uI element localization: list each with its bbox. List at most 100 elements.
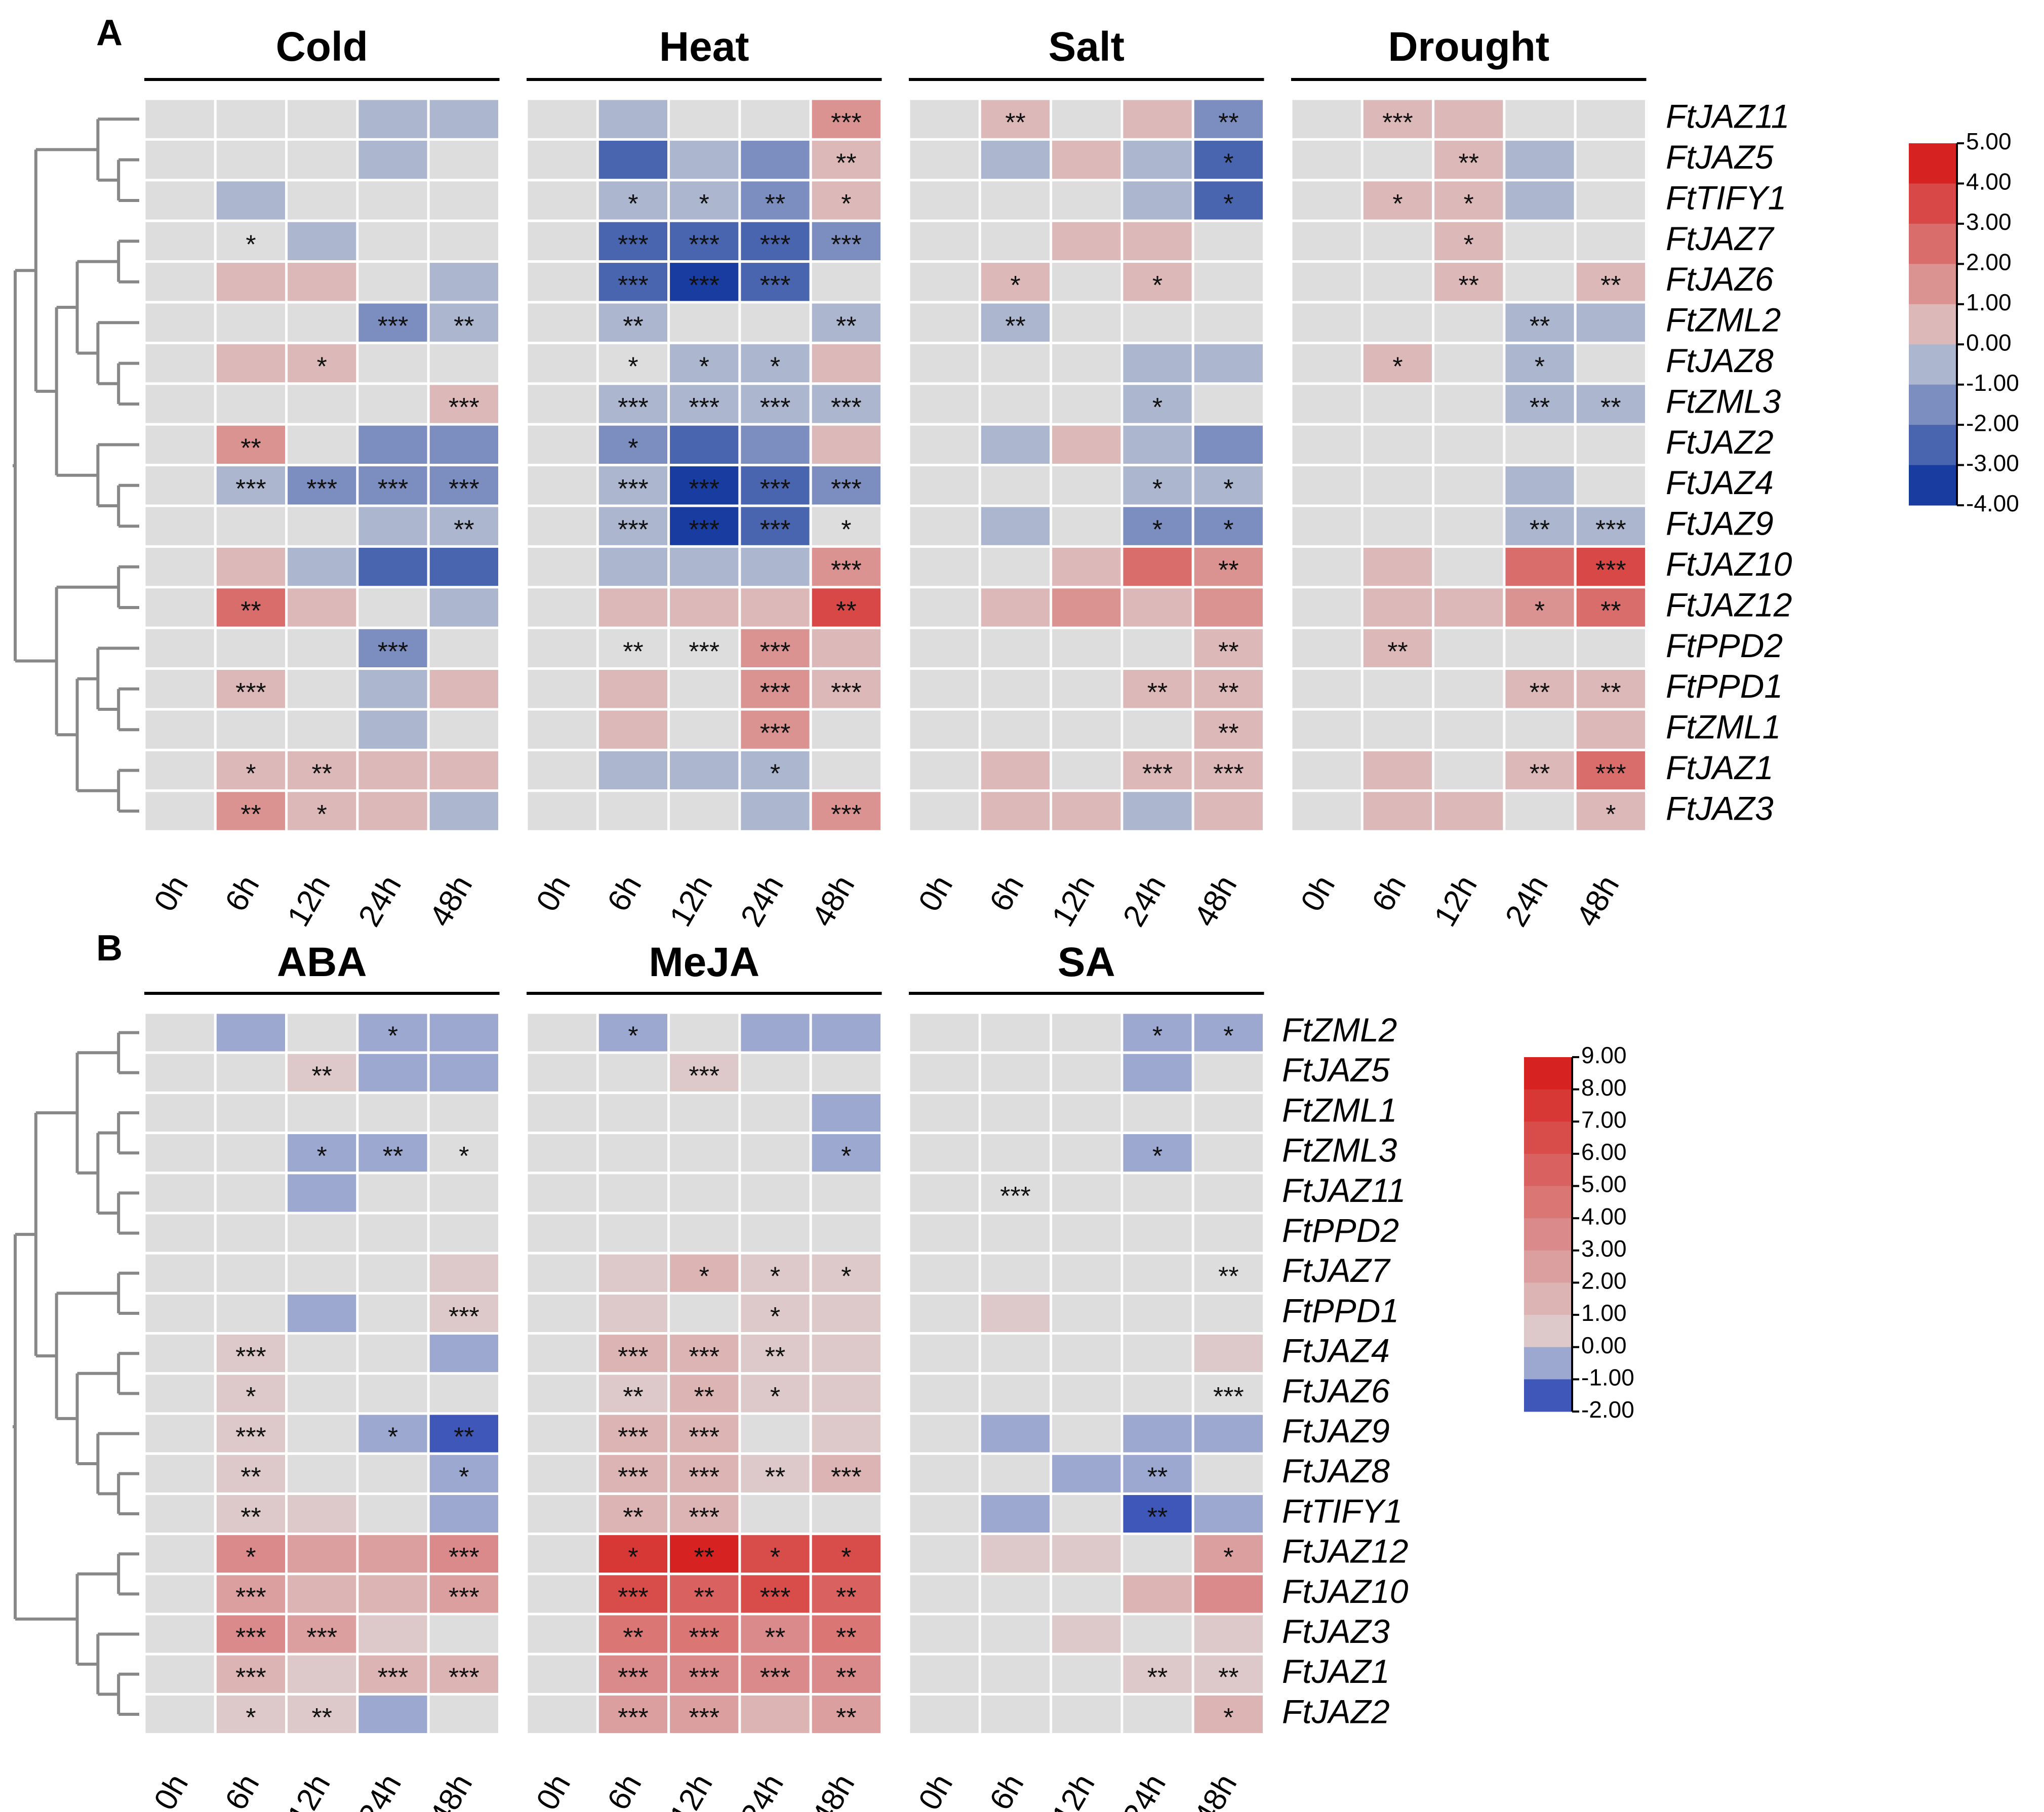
significance-mark: * — [1464, 230, 1474, 260]
x-tick-label: 0h — [530, 870, 577, 917]
heatmap-cell — [1050, 667, 1124, 711]
heatmap-cell — [596, 789, 670, 833]
legend-swatch — [1909, 304, 1957, 345]
significance-mark: ** — [623, 637, 643, 667]
heatmap-cell — [525, 1132, 599, 1175]
heatmap-cell — [525, 1051, 599, 1094]
gene-label: FtZML3 — [1282, 1132, 1397, 1169]
legend-tick-label: -2.00 — [1581, 1396, 1634, 1423]
heatmap-cell — [1191, 382, 1265, 426]
heatmap-cell — [1574, 586, 1648, 629]
heatmap-cell — [1503, 545, 1577, 589]
heatmap-cell — [978, 626, 1053, 670]
heatmap-cell — [907, 138, 981, 182]
heatmap-cell — [738, 586, 812, 629]
heatmap-cell — [1290, 626, 1364, 670]
condition-title: SA — [1058, 939, 1115, 985]
legend-swatch — [1909, 465, 1957, 506]
heatmap-cell — [143, 789, 217, 833]
heatmap-panel-b: B ABA**** ** *********** * **** **** ****** ****… — [13, 928, 1634, 1812]
heatmap-cell — [525, 1332, 599, 1375]
significance-mark: *** — [378, 311, 409, 341]
heatmap-cell — [667, 1132, 741, 1175]
heatmap-cell — [285, 219, 359, 263]
heatmap-cell — [978, 748, 1053, 792]
heatmap-cell — [978, 1412, 1053, 1455]
heatmap-cell — [1191, 586, 1265, 629]
heatmap-cell — [427, 1693, 501, 1736]
heatmap-cell — [525, 219, 599, 263]
heatmap-cell — [427, 1011, 501, 1054]
heatmap-cell — [285, 1573, 359, 1616]
color-legend: 9.00 8.00 7.00 6.00 5.00 4.00 3.00 2.00 1.00 0.00… — [1524, 1042, 1634, 1423]
heatmap-cell — [809, 1412, 883, 1455]
heatmap-cell — [1360, 138, 1435, 182]
heatmap-cell — [1120, 586, 1194, 629]
significance-mark: *** — [618, 1422, 649, 1452]
heatmap-cell — [143, 423, 217, 467]
heatmap-cell — [214, 423, 288, 467]
heatmap-cell — [1120, 219, 1194, 263]
gene-label: FtJAZ3 — [1666, 789, 1774, 827]
x-tick-label: 24h — [1116, 870, 1173, 933]
heatmap-cell — [214, 260, 288, 304]
significance-mark: ** — [241, 800, 261, 829]
legend-swatch — [1524, 1121, 1572, 1154]
heatmap-cell — [143, 1452, 217, 1495]
legend-swatch — [1909, 183, 1957, 224]
heatmap-cell — [978, 1533, 1053, 1576]
heatmap-cell — [809, 179, 883, 222]
heatmap-cell — [596, 708, 670, 751]
heatmap-cell — [427, 1051, 501, 1094]
heatmap-cell — [143, 1412, 217, 1455]
heatmap-cell — [214, 97, 288, 141]
heatmap-cell — [285, 1172, 359, 1215]
heatmap-cell — [1050, 423, 1124, 467]
x-tick-label: 6h — [983, 870, 1030, 917]
heatmap-cell — [667, 545, 741, 589]
gene-label: FtJAZ12 — [1282, 1533, 1408, 1570]
significance-mark: * — [841, 1142, 851, 1171]
heatmap-cell — [809, 1653, 883, 1696]
significance-mark: * — [841, 189, 851, 219]
significance-mark: * — [628, 189, 638, 219]
heatmap-cell — [1120, 382, 1194, 426]
legend-tick-label: 0.00 — [1581, 1332, 1627, 1358]
significance-mark: *** — [760, 718, 791, 748]
significance-mark: * — [1223, 149, 1233, 178]
significance-mark: *** — [449, 393, 479, 422]
heatmap-cell — [427, 1613, 501, 1656]
heatmap-cell — [1050, 341, 1124, 385]
significance-mark: * — [1223, 1021, 1233, 1051]
heatmap-cell — [1050, 464, 1124, 507]
heatmap-cell — [1574, 423, 1648, 467]
significance-mark: ** — [454, 515, 474, 544]
heatmap-cell — [1574, 748, 1648, 792]
heatmap-cell — [1191, 179, 1265, 222]
gene-label: FtJAZ11 — [1282, 1172, 1406, 1209]
heatmap-cell — [667, 708, 741, 751]
heatmap-cell — [1050, 1172, 1124, 1215]
heatmap-cell — [1191, 1252, 1265, 1295]
legend-swatch — [1524, 1057, 1572, 1090]
heatmap-cell — [525, 138, 599, 182]
heatmap-cell — [1120, 667, 1194, 711]
heatmap-cell — [1503, 626, 1577, 670]
heatmap-cell — [1360, 382, 1435, 426]
heatmap-cell — [143, 179, 217, 222]
heatmap-cell — [667, 219, 741, 263]
heatmap-cell — [738, 1492, 812, 1536]
significance-mark: *** — [831, 108, 862, 137]
heatmap-cell — [1290, 301, 1364, 344]
condition-title: Cold — [276, 24, 368, 70]
heatmap-cell — [1191, 1292, 1265, 1335]
heatmap-cell — [1120, 1693, 1194, 1736]
heatmap-cell — [214, 1132, 288, 1175]
x-tick-label: 6h — [218, 870, 266, 917]
legend-tick-label: 2.00 — [1581, 1268, 1627, 1294]
heatmap-cell — [427, 667, 501, 711]
heatmap-cell — [1191, 1492, 1265, 1536]
heatmap-cell — [356, 341, 430, 385]
heatmap-cell — [427, 1332, 501, 1375]
gene-label: FtJAZ12 — [1666, 586, 1792, 623]
